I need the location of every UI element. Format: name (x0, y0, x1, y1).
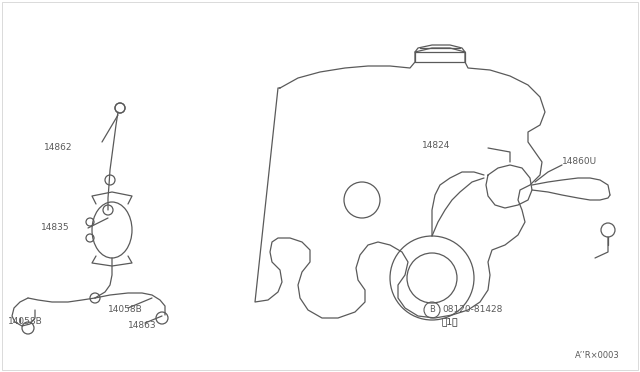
Text: 14058B: 14058B (8, 317, 43, 327)
Text: B: B (429, 305, 435, 314)
Text: 08120-81428: 08120-81428 (442, 305, 502, 314)
Text: （1）: （1） (442, 317, 458, 327)
Text: 14835: 14835 (42, 224, 70, 232)
Text: 14058B: 14058B (108, 305, 143, 314)
Text: 14863: 14863 (128, 321, 157, 330)
Text: （1）: （1） (442, 317, 458, 327)
Text: 14860U: 14860U (562, 157, 597, 167)
Text: 14824: 14824 (422, 141, 451, 150)
Text: A’’R×0003: A’’R×0003 (575, 350, 620, 359)
Text: 14862: 14862 (44, 144, 72, 153)
